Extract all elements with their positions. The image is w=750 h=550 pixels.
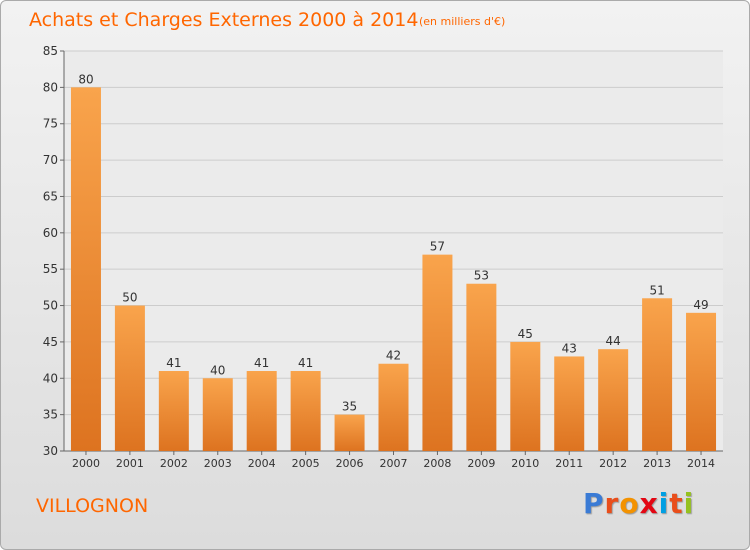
bar: [334, 414, 365, 451]
bar: [642, 298, 673, 451]
y-tick-label: 75: [43, 117, 58, 131]
data-label: 42: [386, 349, 401, 363]
x-tick-label: 2008: [423, 457, 451, 470]
logo-letter: x: [639, 487, 659, 520]
y-tick-label: 45: [43, 335, 58, 349]
bar: [598, 349, 629, 451]
unit-note: (en milliers d'€): [419, 15, 506, 28]
x-tick-label: 2004: [248, 457, 276, 470]
bar: [378, 363, 409, 451]
data-label: 50: [122, 291, 137, 305]
bar: [246, 371, 277, 451]
y-tick-label: 50: [43, 299, 58, 313]
x-tick-label: 2000: [72, 457, 100, 470]
y-tick-label: 80: [43, 80, 58, 94]
x-tick-label: 2009: [467, 457, 495, 470]
data-label: 51: [649, 283, 664, 297]
logo-letter: t: [669, 487, 684, 520]
x-tick-label: 2013: [643, 457, 671, 470]
y-tick-label: 55: [43, 262, 58, 276]
commune-name: VILLOGNON: [36, 495, 149, 517]
proxiti-logo[interactable]: Proxiti: [583, 487, 694, 520]
x-tick-label: 2005: [292, 457, 320, 470]
x-tick-label: 2003: [204, 457, 232, 470]
data-label: 45: [518, 327, 533, 341]
bar: [686, 312, 717, 451]
y-tick-label: 65: [43, 189, 58, 203]
bar: [114, 305, 145, 451]
logo-letter: o: [619, 487, 640, 520]
bar: [202, 378, 233, 451]
data-label: 35: [342, 400, 357, 414]
data-label: 80: [78, 72, 93, 86]
x-tick-label: 2006: [336, 457, 364, 470]
data-label: 53: [474, 269, 489, 283]
x-tick-label: 2002: [160, 457, 188, 470]
data-label: 49: [693, 298, 708, 312]
x-tick-label: 2011: [555, 457, 583, 470]
y-tick-label: 85: [43, 44, 58, 58]
data-label: 41: [166, 356, 181, 370]
y-tick-label: 35: [43, 408, 58, 422]
bar: [290, 371, 321, 451]
y-tick-label: 40: [43, 371, 58, 385]
bar: [422, 254, 453, 451]
x-tick-label: 2007: [380, 457, 408, 470]
x-tick-label: 2014: [687, 457, 715, 470]
bar: [554, 356, 585, 451]
x-tick-label: 2001: [116, 457, 144, 470]
logo-letter: i: [658, 487, 670, 520]
x-tick-label: 2010: [511, 457, 539, 470]
bar: [510, 341, 541, 451]
logo-letter: i: [683, 487, 695, 520]
bar: [158, 371, 189, 451]
data-label: 41: [298, 356, 313, 370]
bar: [466, 283, 497, 451]
y-tick-label: 60: [43, 226, 58, 240]
x-tick-label: 2012: [599, 457, 627, 470]
bar: [70, 87, 101, 451]
y-tick-label: 70: [43, 153, 58, 167]
data-label: 43: [562, 341, 577, 355]
data-label: 41: [254, 356, 269, 370]
data-label: 57: [430, 240, 445, 254]
y-tick-label: 30: [43, 444, 58, 458]
data-label: 40: [210, 363, 225, 377]
logo-letter: P: [583, 487, 605, 520]
data-label: 44: [606, 334, 621, 348]
chart-title: Achats et Charges Externes 2000 à 2014: [29, 9, 419, 31]
logo-letter: r: [604, 487, 620, 520]
